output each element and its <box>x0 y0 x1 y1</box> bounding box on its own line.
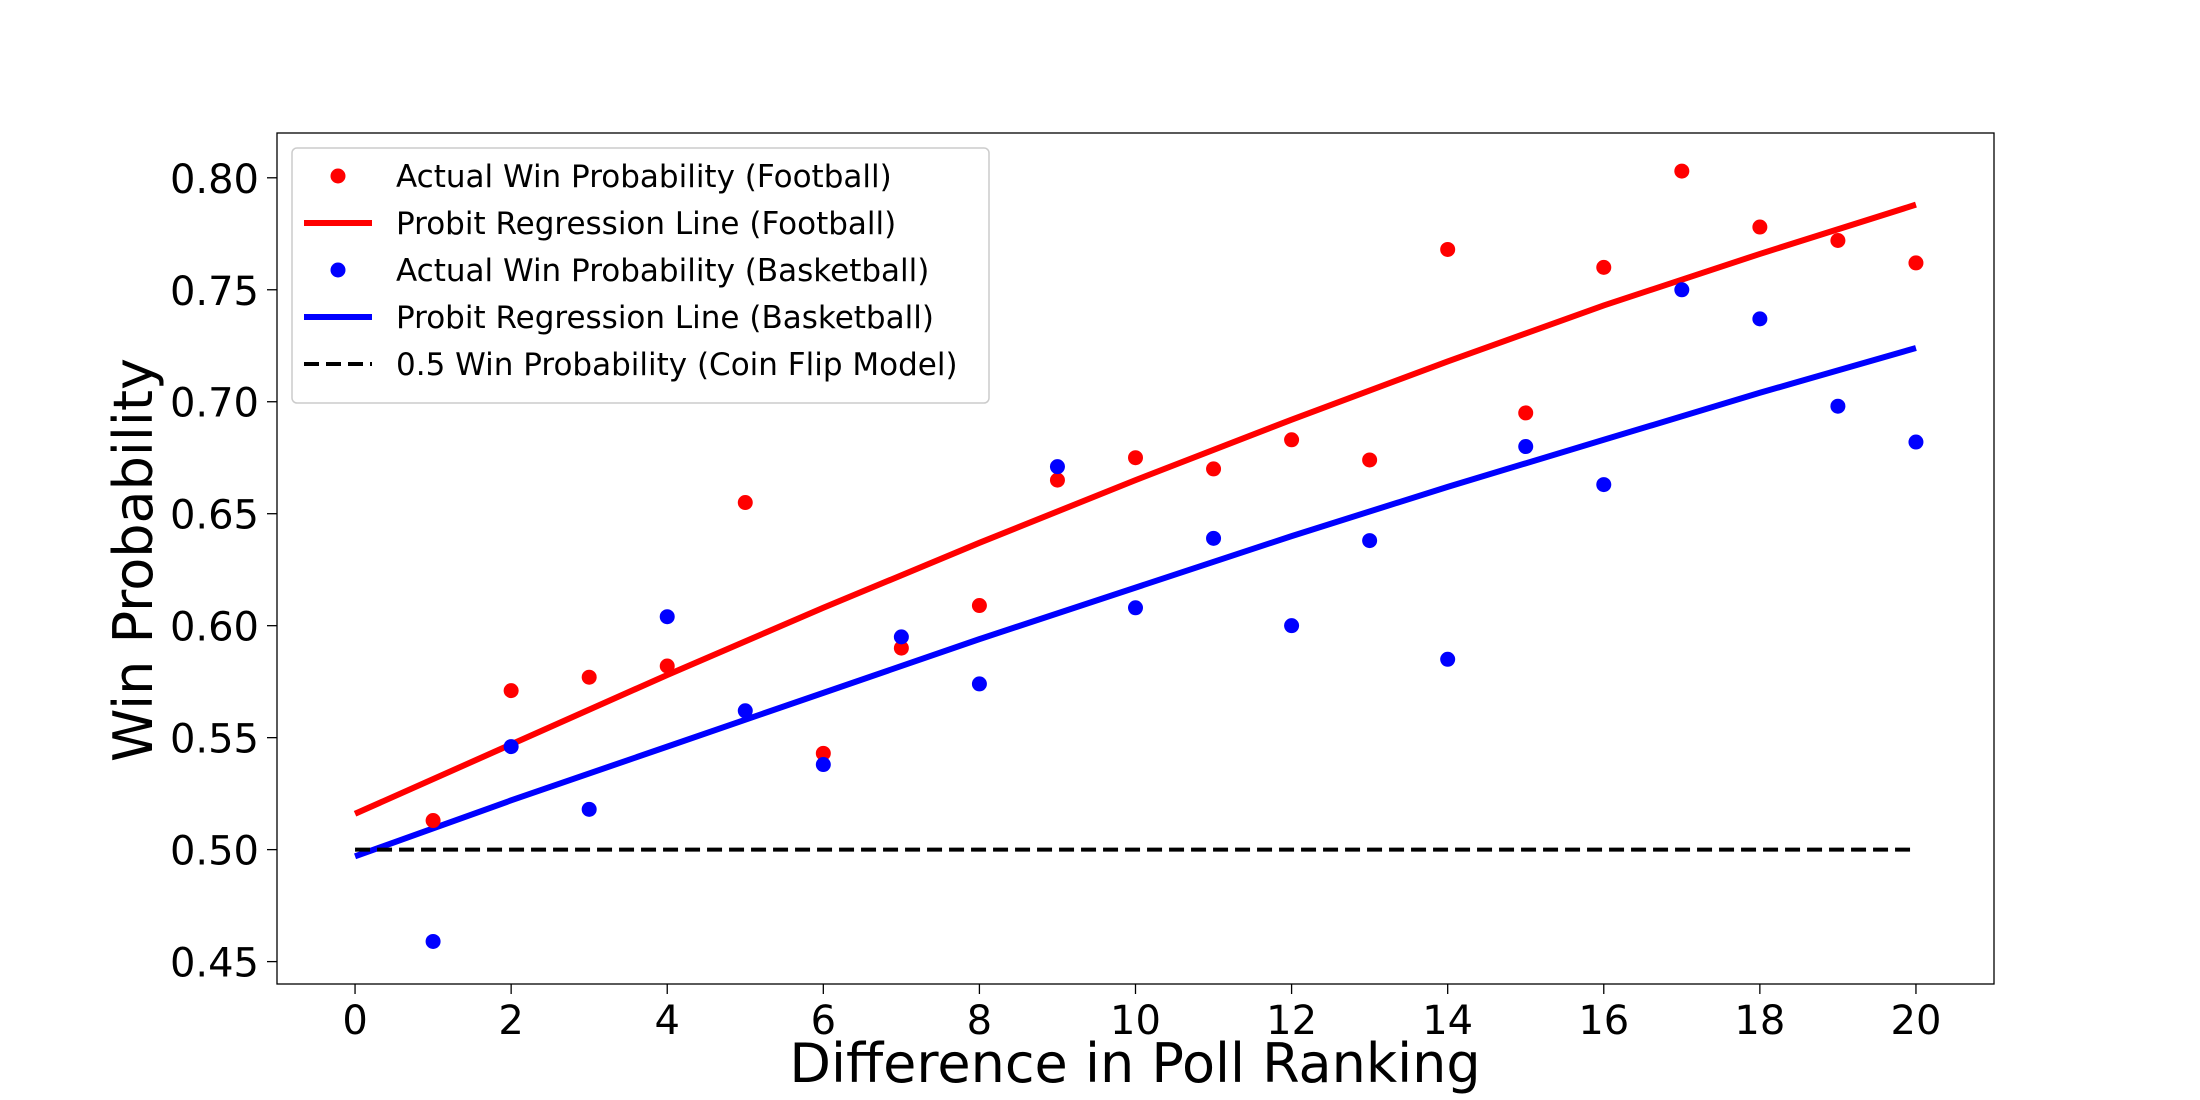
series-0-point-6 <box>893 640 909 656</box>
series-0-point-19 <box>1908 255 1924 271</box>
legend-marker-actual-win-probability-football <box>330 168 346 184</box>
series-2-point-6 <box>893 629 909 645</box>
series-2-point-0 <box>425 933 441 949</box>
x-tick-label: 0 <box>342 998 367 1044</box>
series-2-point-8 <box>1049 459 1065 475</box>
series-2-point-14 <box>1518 439 1534 455</box>
series-2-point-16 <box>1674 282 1690 298</box>
y-tick-label: 0.60 <box>170 605 259 651</box>
legend-label-probit-regression-line-basketball: Probit Regression Line (Basketball) <box>396 300 934 336</box>
legend-marker-actual-win-probability-basketball <box>330 262 346 278</box>
chart-marks <box>353 163 1924 949</box>
legend: Actual Win Probability (Football) Probit … <box>291 147 990 404</box>
x-tick-label: 16 <box>1578 998 1629 1044</box>
series-2-point-4 <box>737 703 753 719</box>
y-axis-label: Win Probability <box>102 358 165 762</box>
series-0-point-8 <box>1049 472 1065 488</box>
series-2-point-12 <box>1362 533 1378 549</box>
series-0-point-3 <box>659 658 675 674</box>
y-tick-label: 0.75 <box>170 269 259 315</box>
x-tick-label: 8 <box>967 998 992 1044</box>
x-axis-label: Difference in Poll Ranking <box>789 1032 1480 1095</box>
series-0-point-12 <box>1362 452 1378 468</box>
legend-label-0-5-win-probability-coin-flip-model: 0.5 Win Probability (Coin Flip Model) <box>396 347 958 383</box>
y-tick-label: 0.55 <box>170 717 259 763</box>
x-tick-label: 18 <box>1734 998 1785 1044</box>
legend-label-probit-regression-line-football: Probit Regression Line (Football) <box>396 206 896 242</box>
series-2-point-9 <box>1128 600 1143 616</box>
x-tick-label: 6 <box>811 998 836 1044</box>
series-0-point-4 <box>737 495 753 511</box>
series-2-point-13 <box>1440 651 1456 667</box>
x-tick-label: 4 <box>655 998 680 1044</box>
series-0-point-2 <box>581 669 597 685</box>
series-0-point-11 <box>1284 432 1300 448</box>
series-2-point-11 <box>1284 618 1300 634</box>
series-0-point-0 <box>425 813 441 829</box>
series-0-point-13 <box>1440 241 1456 257</box>
series-0-point-14 <box>1518 405 1534 421</box>
x-tick-label: 14 <box>1422 998 1473 1044</box>
series-2-point-18 <box>1830 398 1846 414</box>
y-tick-label: 0.65 <box>170 493 259 539</box>
series-2-point-1 <box>503 739 519 755</box>
series-0-point-18 <box>1830 232 1846 248</box>
legend-label-actual-win-probability-basketball: Actual Win Probability (Basketball) <box>396 253 929 289</box>
axis-ticks: 0 2 4 6 8 10 12 14 16 18 20 0.45 0.50 0.55 0.60 0.65 0.7… <box>170 157 1941 1044</box>
x-tick-label: 2 <box>498 998 523 1044</box>
series-3-line <box>354 345 1917 860</box>
legend-label-actual-win-probability-football: Actual Win Probability (Football) <box>396 159 892 195</box>
y-tick-label: 0.45 <box>170 941 259 987</box>
series-0-point-5 <box>815 745 831 761</box>
series-0-point-16 <box>1674 163 1690 179</box>
series-2-point-19 <box>1908 434 1924 450</box>
series-0-point-10 <box>1206 461 1222 477</box>
y-tick-label: 0.80 <box>170 157 259 203</box>
series-2-point-10 <box>1206 530 1222 546</box>
series-0-point-15 <box>1596 259 1612 275</box>
series-2-point-2 <box>581 801 597 817</box>
series-0-point-1 <box>503 683 519 699</box>
y-tick-label: 0.50 <box>170 829 259 875</box>
legend-frame <box>291 147 990 404</box>
series-2-point-3 <box>659 609 675 625</box>
series-2-point-5 <box>815 757 831 773</box>
x-tick-label: 20 <box>1891 998 1942 1044</box>
series-1-line <box>353 201 1917 817</box>
series-0-point-7 <box>971 598 987 614</box>
x-tick-label: 10 <box>1110 998 1161 1044</box>
series-2-point-15 <box>1596 477 1612 493</box>
series-2-point-17 <box>1752 311 1768 327</box>
series-2-point-7 <box>971 676 987 692</box>
series-0-point-17 <box>1752 219 1768 235</box>
x-tick-label: 12 <box>1266 998 1317 1044</box>
series-0-point-9 <box>1128 450 1143 466</box>
y-tick-label: 0.70 <box>170 381 259 427</box>
